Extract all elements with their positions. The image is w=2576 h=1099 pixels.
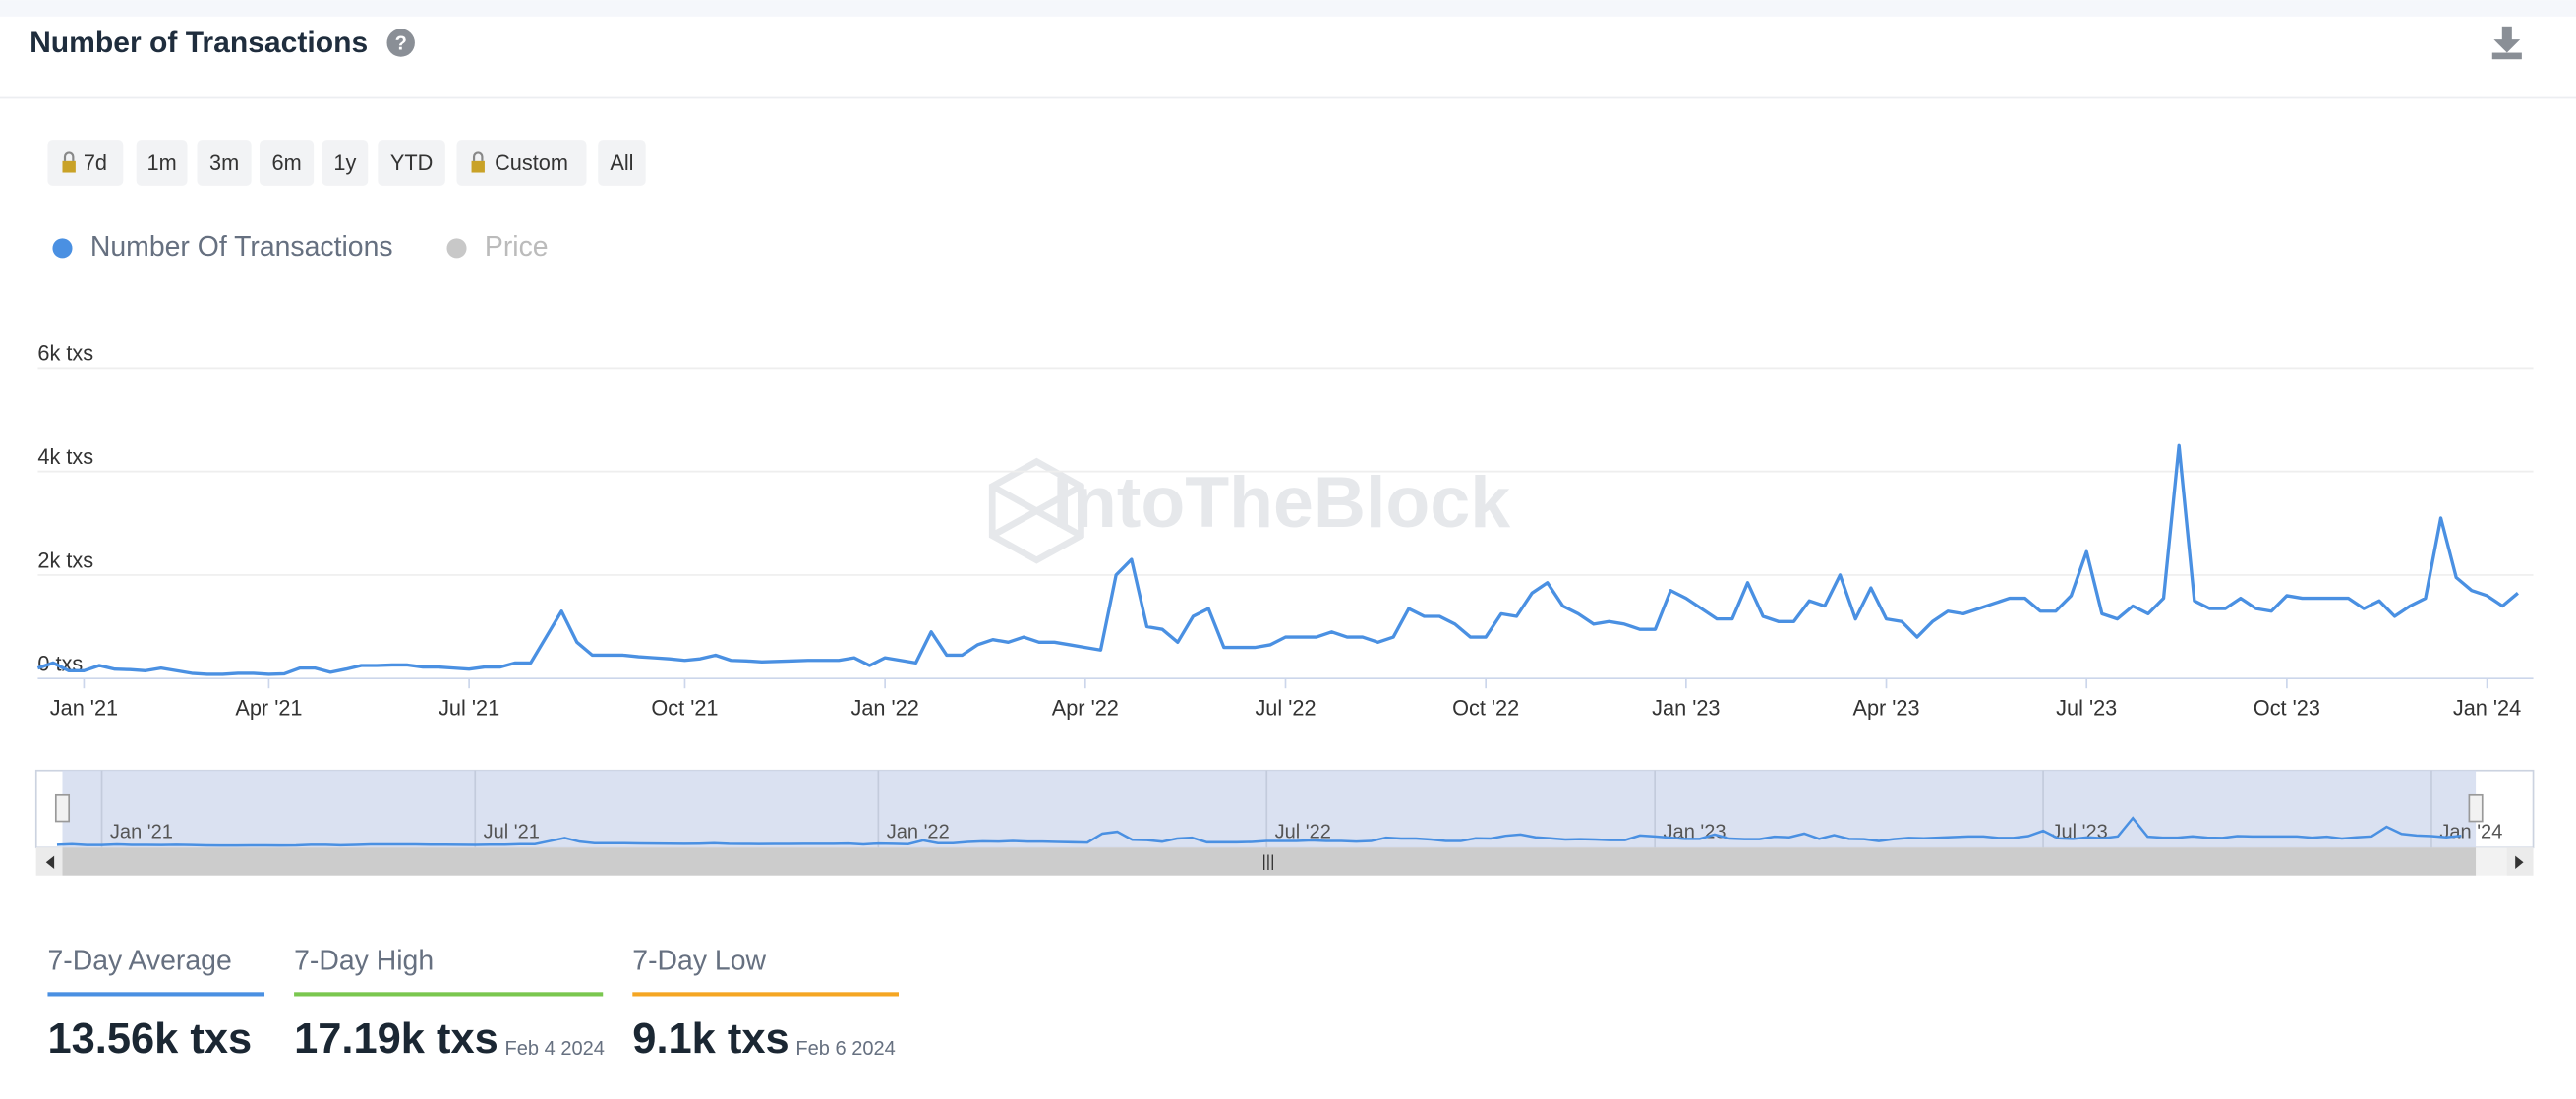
stat-underline bbox=[632, 992, 899, 997]
scrollbar-thumb[interactable] bbox=[62, 847, 2477, 876]
stat-underline bbox=[294, 992, 604, 997]
stat-date: Feb 6 2024 bbox=[795, 1038, 895, 1060]
range-button-label[interactable]: 1y bbox=[333, 150, 356, 175]
navigator-label: Jul '23 bbox=[2051, 822, 2107, 843]
range-button[interactable] bbox=[322, 140, 369, 186]
range-button[interactable] bbox=[197, 140, 252, 186]
navigator-label: Jan '21 bbox=[110, 822, 173, 843]
stat-value: 9.1k txs bbox=[632, 1015, 789, 1063]
range-button[interactable] bbox=[47, 140, 124, 186]
x-tick-label: Jul '21 bbox=[439, 696, 499, 721]
navigator-label: Jul '22 bbox=[1275, 822, 1331, 843]
range-button[interactable] bbox=[136, 140, 188, 186]
navigator-handle[interactable] bbox=[54, 793, 71, 823]
series-line bbox=[36, 443, 2519, 676]
range-button[interactable] bbox=[456, 140, 587, 186]
lock-icon bbox=[62, 160, 76, 173]
y-tick-label: 4k txs bbox=[37, 444, 93, 469]
x-tick-label: Jan '24 bbox=[2453, 696, 2521, 721]
legend-marker[interactable] bbox=[446, 238, 467, 259]
range-button[interactable] bbox=[598, 140, 646, 186]
legend-label[interactable]: Price bbox=[485, 231, 549, 262]
navigator-label: Jul '21 bbox=[484, 822, 540, 843]
top-band bbox=[0, 0, 2576, 17]
range-button[interactable] bbox=[378, 140, 445, 186]
range-button-label[interactable]: YTD bbox=[390, 150, 433, 175]
x-tick-label: Oct '21 bbox=[651, 696, 718, 721]
download-icon[interactable] bbox=[2491, 26, 2522, 60]
x-tick-label: Oct '23 bbox=[2254, 696, 2320, 721]
stat-value: 17.19k txs bbox=[294, 1015, 498, 1063]
range-button-label[interactable]: Custom bbox=[495, 150, 568, 175]
scrollbar-grip: ||| bbox=[1261, 852, 1274, 871]
scroll-left-arrow bbox=[45, 855, 55, 869]
watermark-logo bbox=[988, 457, 1084, 564]
x-tick-label: Apr '22 bbox=[1052, 696, 1119, 721]
navigator-label: Jan '24 bbox=[2439, 822, 2502, 843]
x-tick-label: Jul '23 bbox=[2056, 696, 2117, 721]
range-button-label[interactable]: All bbox=[610, 150, 633, 175]
x-tick-label: Jul '22 bbox=[1255, 696, 1316, 721]
range-button-label[interactable]: 3m bbox=[209, 150, 239, 175]
lock-icon bbox=[471, 160, 485, 173]
x-tick-label: Jan '22 bbox=[850, 696, 918, 721]
x-tick-label: Apr '23 bbox=[1852, 696, 1919, 721]
range-button-label[interactable]: 6m bbox=[271, 150, 301, 175]
watermark: IntoTheBlock bbox=[1053, 461, 1511, 543]
x-tick-label: Oct '22 bbox=[1452, 696, 1519, 721]
stat-value: 13.56k txs bbox=[47, 1015, 252, 1063]
lock-shackle bbox=[472, 151, 484, 161]
svg-text:?: ? bbox=[395, 32, 407, 54]
navigator-handle[interactable] bbox=[2468, 793, 2484, 823]
stat-label: 7-Day Low bbox=[632, 946, 766, 977]
x-tick-label: Jan '21 bbox=[50, 696, 118, 721]
y-tick-label: 6k txs bbox=[37, 341, 93, 366]
legend-label[interactable]: Number Of Transactions bbox=[90, 231, 393, 262]
navigator-selection[interactable] bbox=[62, 770, 2477, 848]
x-tick-label: Jan '23 bbox=[1652, 696, 1720, 721]
lock-shackle bbox=[63, 151, 75, 161]
x-tick-label: Apr '21 bbox=[235, 696, 302, 721]
range-button[interactable] bbox=[260, 140, 315, 186]
stat-label: 7-Day Average bbox=[47, 946, 231, 977]
navigator-line bbox=[56, 816, 2462, 847]
range-button-label[interactable]: 7d bbox=[84, 150, 107, 175]
navigator-label: Jan '22 bbox=[887, 822, 950, 843]
stat-underline bbox=[47, 992, 265, 997]
y-tick-label: 2k txs bbox=[37, 548, 93, 572]
widget-title: Number of Transactions bbox=[29, 27, 368, 59]
help-icon[interactable]: ? bbox=[386, 29, 415, 57]
stat-label: 7-Day High bbox=[294, 946, 434, 977]
stat-date: Feb 4 2024 bbox=[504, 1038, 604, 1060]
range-button-label[interactable]: 1m bbox=[146, 150, 176, 175]
scroll-right-arrow bbox=[2515, 855, 2524, 869]
legend-marker[interactable] bbox=[52, 238, 73, 259]
